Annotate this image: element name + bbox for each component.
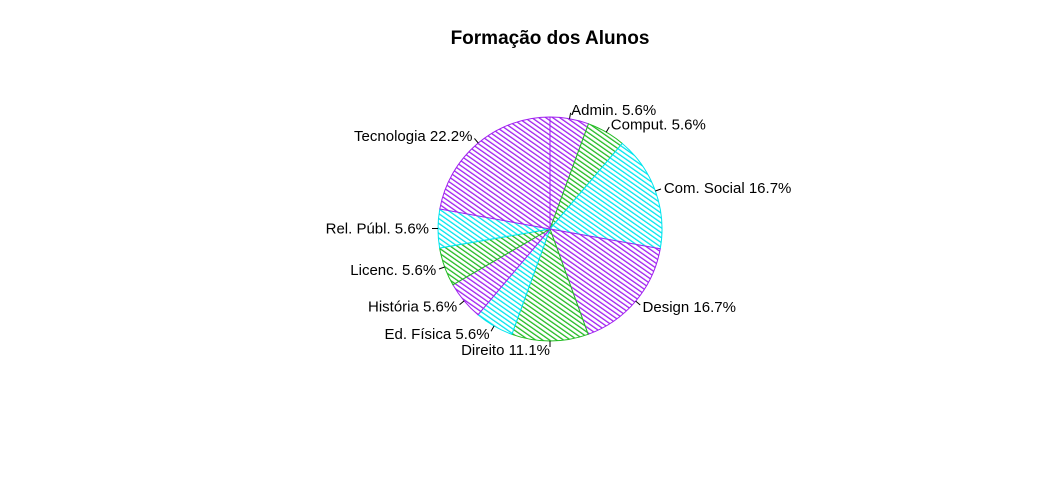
label-leader-3 xyxy=(655,188,662,192)
label-leader-2 xyxy=(605,126,610,133)
label-leader-1 xyxy=(569,112,572,119)
label-leader-7 xyxy=(459,300,465,306)
slice-label-7: História 5.6% xyxy=(368,299,457,316)
pie-slice-4 xyxy=(549,228,661,335)
slice-label-2: Comput. 5.6% xyxy=(611,116,706,133)
slice-label-9: Rel. Públ. 5.6% xyxy=(326,220,429,237)
label-leader-6 xyxy=(490,325,495,332)
label-leader-8 xyxy=(438,266,445,270)
pie-slice-5 xyxy=(511,227,589,342)
label-leader-4 xyxy=(635,300,641,306)
label-leader-10 xyxy=(474,138,479,144)
slice-label-10: Tecnologia 22.2% xyxy=(354,128,472,145)
slice-label-4: Design 16.7% xyxy=(643,299,736,316)
slice-label-5: Direito 11.1% xyxy=(461,342,550,359)
slice-label-1: Admin. 5.6% xyxy=(571,102,656,119)
chart-title: Formação dos Alunos xyxy=(450,28,650,49)
slice-label-8: Licenc. 5.6% xyxy=(350,262,436,279)
slice-label-3: Com. Social 16.7% xyxy=(664,180,792,197)
slice-label-6: Ed. Física 5.6% xyxy=(385,326,490,343)
